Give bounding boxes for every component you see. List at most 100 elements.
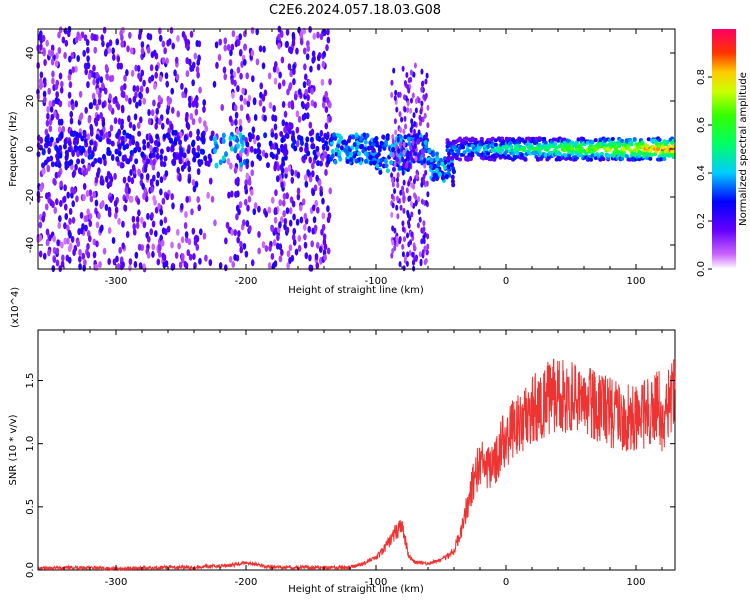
heatmap-cell: [148, 158, 153, 166]
heatmap-cell: [38, 77, 43, 85]
heatmap-cell: [58, 215, 62, 223]
heatmap-cell: [303, 233, 307, 241]
heatmap-cell: [86, 62, 90, 70]
heatmap-cell: [78, 249, 82, 257]
heatmap-cell: [128, 139, 133, 147]
heatmap-cell: [601, 142, 606, 147]
heatmap-cell: [409, 69, 413, 76]
heatmap-cell: [159, 208, 164, 216]
heatmap-cell: [168, 97, 173, 105]
heatmap-cell: [276, 233, 280, 241]
heatmap-cell: [410, 211, 414, 218]
heatmap-cell: [120, 118, 125, 126]
spectrogram-y-tick-label: -20: [25, 189, 36, 205]
heatmap-cell: [71, 103, 75, 111]
heatmap-cell: [401, 243, 405, 250]
heatmap-cell: [42, 77, 47, 85]
heatmap-cell: [122, 129, 127, 136]
heatmap-cell: [113, 117, 118, 125]
heatmap-cell: [279, 216, 284, 224]
heatmap-cell: [543, 152, 548, 157]
heatmap-cell: [45, 39, 49, 47]
heatmap-cell: [152, 49, 157, 57]
heatmap-cell: [78, 90, 83, 98]
heatmap-cell: [306, 44, 311, 52]
spectrogram-y-tick-label: 40: [25, 47, 36, 60]
heatmap-cell: [94, 176, 99, 184]
heatmap-cell: [320, 78, 325, 86]
heatmap-cell: [328, 101, 332, 109]
heatmap-cell: [95, 77, 100, 85]
heatmap-cell: [523, 157, 528, 162]
heatmap-cell: [86, 243, 90, 251]
heatmap-cell: [257, 205, 261, 213]
heatmap-cell: [140, 69, 145, 77]
heatmap-cell: [289, 70, 293, 78]
heatmap-cell: [59, 132, 64, 139]
heatmap-cell: [203, 155, 208, 162]
heatmap-cell: [404, 123, 408, 130]
heatmap-cell: [104, 64, 109, 72]
heatmap-cell: [83, 137, 88, 144]
heatmap-cell: [507, 136, 512, 141]
heatmap-cell: [297, 115, 302, 123]
heatmap-cell: [202, 99, 207, 107]
heatmap-cell: [259, 82, 264, 90]
heatmap-cell: [166, 225, 171, 233]
heatmap-cell: [398, 238, 402, 245]
heatmap-cell: [72, 187, 77, 195]
heatmap-cell: [620, 156, 625, 161]
heatmap-cell: [306, 101, 310, 109]
heatmap-cell: [315, 174, 319, 182]
heatmap-cell: [131, 164, 136, 172]
heatmap-cell: [128, 121, 133, 129]
heatmap-cell: [164, 170, 169, 178]
heatmap-cell: [304, 252, 309, 260]
heatmap-cell: [152, 195, 156, 203]
heatmap-cell: [137, 146, 142, 153]
heatmap-cell: [175, 228, 180, 236]
heatmap-cell: [120, 135, 125, 142]
heatmap-cell: [99, 225, 103, 233]
heatmap-cell: [299, 146, 304, 153]
heatmap-cell: [198, 116, 202, 124]
heatmap-cell: [612, 143, 617, 148]
heatmap-cell: [241, 134, 246, 141]
heatmap-cell: [308, 254, 312, 262]
heatmap-cell: [278, 199, 283, 207]
heatmap-cell: [82, 49, 86, 57]
heatmap-cell: [176, 135, 181, 142]
snr-x-tick-label: -300: [105, 577, 128, 588]
heatmap-cell: [413, 245, 417, 252]
heatmap-cell: [263, 132, 268, 139]
heatmap-cell: [315, 145, 320, 152]
heatmap-cell: [117, 150, 122, 157]
heatmap-cell: [124, 94, 129, 102]
heatmap-cell: [145, 173, 150, 181]
heatmap-cell: [67, 140, 72, 147]
spectrogram-x-tick-label: -300: [105, 276, 128, 287]
heatmap-cell: [207, 153, 212, 160]
heatmap-cell: [450, 162, 455, 168]
heatmap-cell: [186, 147, 191, 154]
heatmap-cell: [153, 82, 157, 90]
heatmap-cell: [68, 217, 72, 225]
heatmap-cell: [180, 82, 184, 90]
heatmap-cell: [115, 132, 120, 139]
heatmap-cell: [403, 106, 407, 113]
heatmap-cell: [239, 161, 244, 168]
heatmap-cell: [395, 204, 399, 211]
heatmap-cell: [270, 196, 275, 204]
heatmap-cell: [139, 85, 144, 93]
heatmap-cell: [41, 215, 46, 223]
heatmap-cell: [415, 173, 419, 180]
heatmap-cell: [161, 252, 165, 260]
heatmap-cell: [332, 132, 337, 138]
heatmap-cell: [263, 89, 268, 97]
heatmap-cell: [312, 55, 316, 63]
heatmap-cell: [274, 189, 278, 197]
heatmap-cell: [50, 58, 55, 66]
heatmap-cell: [152, 99, 156, 107]
heatmap-cell: [324, 168, 328, 176]
heatmap-cell: [47, 49, 52, 57]
